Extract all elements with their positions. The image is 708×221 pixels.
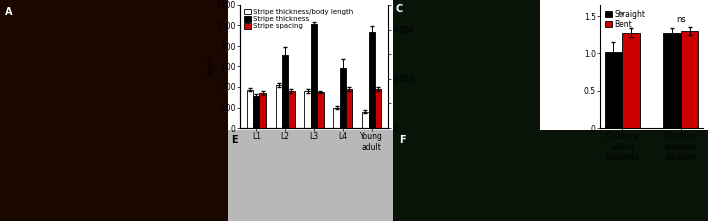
Text: E: E xyxy=(232,135,238,145)
Bar xyxy=(622,32,640,128)
Y-axis label: (nm): (nm) xyxy=(206,57,215,76)
Text: F: F xyxy=(399,135,406,145)
Bar xyxy=(340,68,346,128)
Bar xyxy=(369,32,375,128)
Bar xyxy=(253,96,259,128)
Legend: Straight, Bent: Straight, Bent xyxy=(604,9,646,29)
Bar xyxy=(375,89,382,128)
Text: ns: ns xyxy=(676,15,685,24)
Bar xyxy=(333,107,340,128)
Text: D: D xyxy=(571,0,579,2)
Bar xyxy=(259,93,266,128)
Bar xyxy=(663,32,681,128)
Bar xyxy=(282,55,288,128)
Bar xyxy=(605,52,622,128)
Bar xyxy=(246,90,253,128)
Bar xyxy=(275,85,282,128)
Bar xyxy=(346,89,353,128)
Text: C: C xyxy=(396,4,403,14)
Text: B: B xyxy=(207,0,215,2)
Bar xyxy=(288,91,295,128)
Bar xyxy=(317,92,324,128)
Legend: Stripe thickness/body length, Stripe thickness, Stripe spacing: Stripe thickness/body length, Stripe thi… xyxy=(244,8,354,30)
Bar xyxy=(304,91,311,128)
Text: A: A xyxy=(4,7,12,17)
Text: *: * xyxy=(620,12,624,21)
Bar xyxy=(681,31,698,128)
Bar xyxy=(311,25,317,128)
Bar xyxy=(362,112,369,128)
